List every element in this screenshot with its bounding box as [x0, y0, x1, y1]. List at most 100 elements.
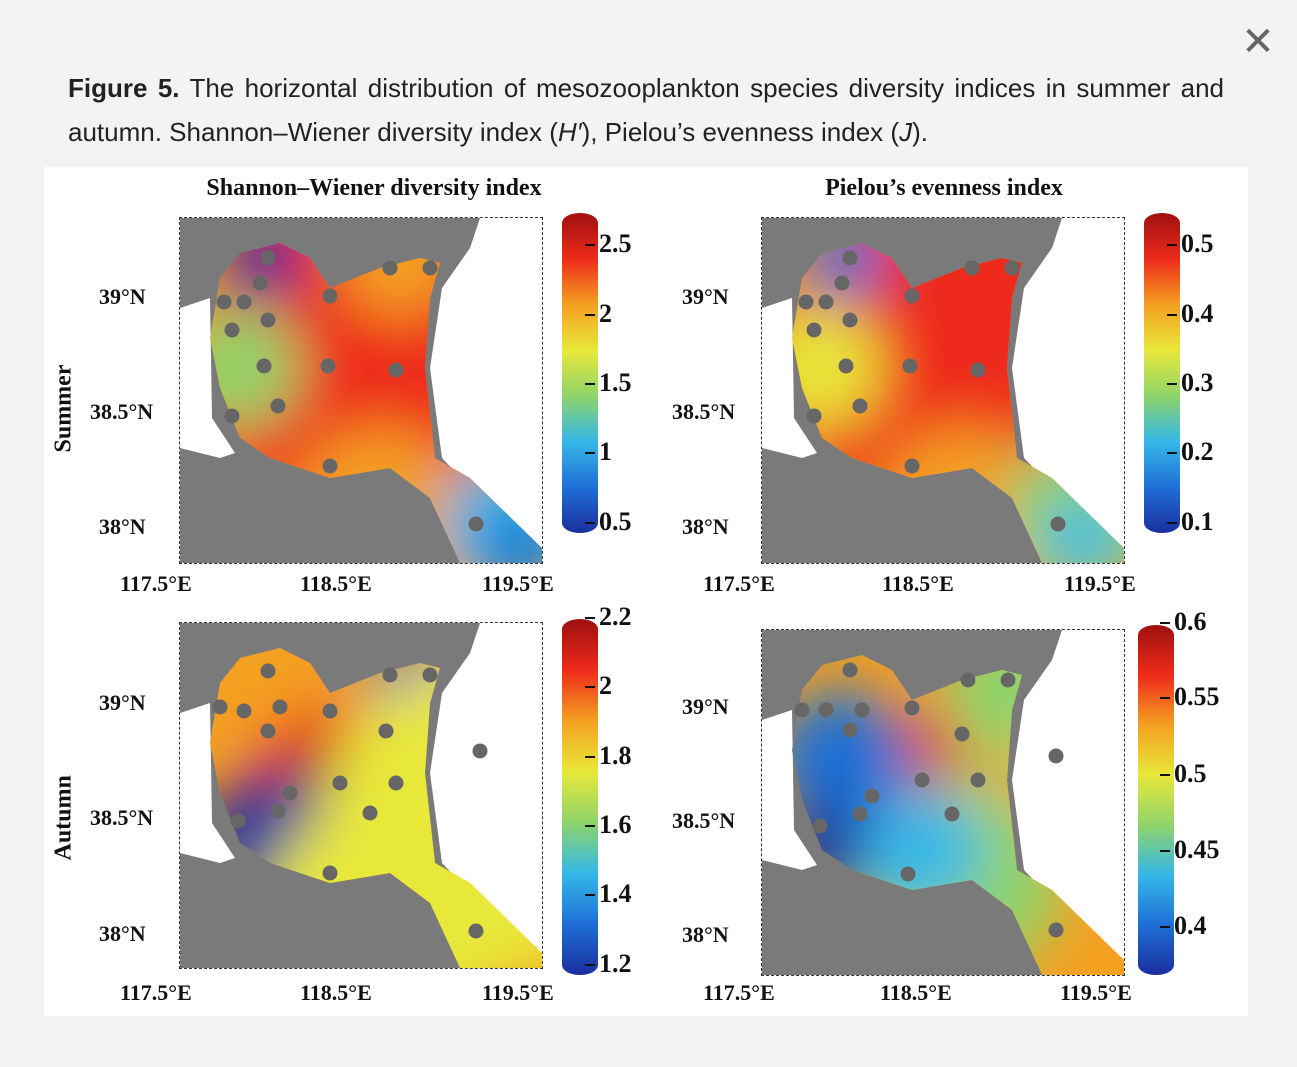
- colorbar-tick: 2: [585, 671, 612, 700]
- lat-label: 38°N: [99, 514, 146, 539]
- column-title-shannon: Shannon–Wiener diversity index: [206, 175, 542, 201]
- sampling-station: [842, 722, 858, 738]
- lat-label: 38.5°N: [90, 805, 154, 830]
- colorbar-tick: 0.45: [1160, 835, 1220, 864]
- sampling-station: [382, 260, 398, 276]
- sampling-station: [212, 699, 228, 715]
- caption-text: The horizontal distribution of mesozoopl…: [68, 73, 1225, 147]
- sampling-station: [216, 294, 232, 310]
- sampling-station: [332, 775, 348, 791]
- lon-label: 117.5°E: [120, 571, 192, 596]
- colorbar-tick: 0.2: [1167, 437, 1214, 466]
- sampling-station: [270, 803, 286, 819]
- sampling-station: [852, 806, 868, 822]
- sampling-station: [1048, 748, 1064, 764]
- lon-label: 117.5°E: [120, 980, 192, 1005]
- lon-label: 119.5°E: [1064, 571, 1136, 596]
- sampling-station: [812, 818, 828, 834]
- sampling-station: [900, 866, 916, 882]
- sampling-station: [270, 398, 286, 414]
- sampling-station: [322, 458, 338, 474]
- colorbar-summer-pielou: [1144, 213, 1180, 533]
- lon-label: 119.5°E: [1060, 980, 1132, 1005]
- caption-h-symbol: H′: [557, 117, 582, 147]
- sampling-station: [970, 362, 986, 378]
- colorbar-tick: 0.6: [1160, 607, 1207, 636]
- colorbar-tick: 1.5: [585, 368, 632, 397]
- map-summer-pielou: [761, 217, 1125, 564]
- sampling-station: [794, 702, 810, 718]
- sampling-station: [388, 362, 404, 378]
- figure-panel: Shannon–Wiener diversity index Pielou’s …: [44, 167, 1248, 1016]
- sampling-station: [1004, 260, 1020, 276]
- colorbar-tick: 0.4: [1167, 299, 1214, 328]
- sampling-station: [388, 775, 404, 791]
- colorbar-tick: 0.3: [1167, 368, 1214, 397]
- lon-label: 119.5°E: [482, 571, 554, 596]
- sampling-station: [904, 288, 920, 304]
- sampling-station: [224, 322, 240, 338]
- lon-label: 119.5°E: [482, 980, 554, 1005]
- sampling-station: [1050, 516, 1066, 532]
- sampling-station: [964, 260, 980, 276]
- caption-text: ), Pielou’s evenness index (: [581, 117, 900, 147]
- colorbar-tick: 0.55: [1160, 682, 1220, 711]
- colorbar-tick: 0.5: [585, 507, 632, 536]
- lat-label: 38°N: [682, 514, 729, 539]
- caption-text: ).: [912, 117, 928, 147]
- figure-label: Figure 5.: [68, 73, 180, 103]
- sampling-station: [944, 806, 960, 822]
- lat-label: 38.5°N: [672, 399, 736, 424]
- colorbar-tick: 0.1: [1167, 507, 1214, 536]
- colorbar-tick: 1: [585, 437, 612, 466]
- colorbar-summer-shannon: [562, 213, 598, 533]
- sampling-station: [322, 288, 338, 304]
- lon-label: 118.5°E: [882, 571, 954, 596]
- sampling-station: [378, 723, 394, 739]
- row-label-summer: Summer: [50, 364, 77, 453]
- sampling-station: [818, 294, 834, 310]
- sampling-station: [904, 700, 920, 716]
- sampling-station: [236, 703, 252, 719]
- sampling-station: [468, 923, 484, 939]
- sampling-station: [902, 358, 918, 374]
- lat-label: 38.5°N: [672, 808, 736, 833]
- sampling-station: [322, 865, 338, 881]
- colorbar-tick: 1.4: [585, 879, 632, 908]
- sampling-station: [834, 275, 850, 291]
- column-title-pielou: Pielou’s evenness index: [825, 175, 1063, 201]
- lat-label: 39°N: [99, 284, 146, 309]
- sampling-station: [864, 788, 880, 804]
- sampling-station: [282, 785, 298, 801]
- sampling-station: [272, 699, 288, 715]
- sampling-station: [256, 358, 272, 374]
- lon-label: 117.5°E: [703, 571, 775, 596]
- colorbar-autumn-shannon: [562, 619, 598, 975]
- figure-caption: Figure 5. The horizontal distribution of…: [68, 66, 1224, 154]
- sampling-station: [806, 322, 822, 338]
- sampling-station: [852, 398, 868, 414]
- lat-label: 39°N: [682, 694, 729, 719]
- sampling-station: [422, 260, 438, 276]
- colorbar-tick: 2.5: [585, 229, 632, 258]
- sampling-station: [904, 458, 920, 474]
- map-autumn-shannon: [179, 622, 543, 969]
- sampling-station: [838, 358, 854, 374]
- lat-label: 39°N: [99, 690, 146, 715]
- colorbar-tick: 0.5: [1167, 229, 1214, 258]
- sampling-station: [422, 667, 438, 683]
- sampling-station: [260, 312, 276, 328]
- sampling-station: [472, 743, 488, 759]
- sampling-station: [960, 672, 976, 688]
- caption-j-symbol: J: [899, 117, 913, 147]
- lon-label: 118.5°E: [880, 980, 952, 1005]
- lon-label: 117.5°E: [703, 980, 775, 1005]
- sampling-station: [236, 294, 252, 310]
- sampling-station: [320, 358, 336, 374]
- close-icon[interactable]: ✕: [1241, 19, 1275, 65]
- colorbar-tick: 1.6: [585, 810, 632, 839]
- sampling-station: [382, 667, 398, 683]
- sampling-station: [224, 408, 240, 424]
- sampling-station: [798, 294, 814, 310]
- lon-label: 118.5°E: [300, 571, 372, 596]
